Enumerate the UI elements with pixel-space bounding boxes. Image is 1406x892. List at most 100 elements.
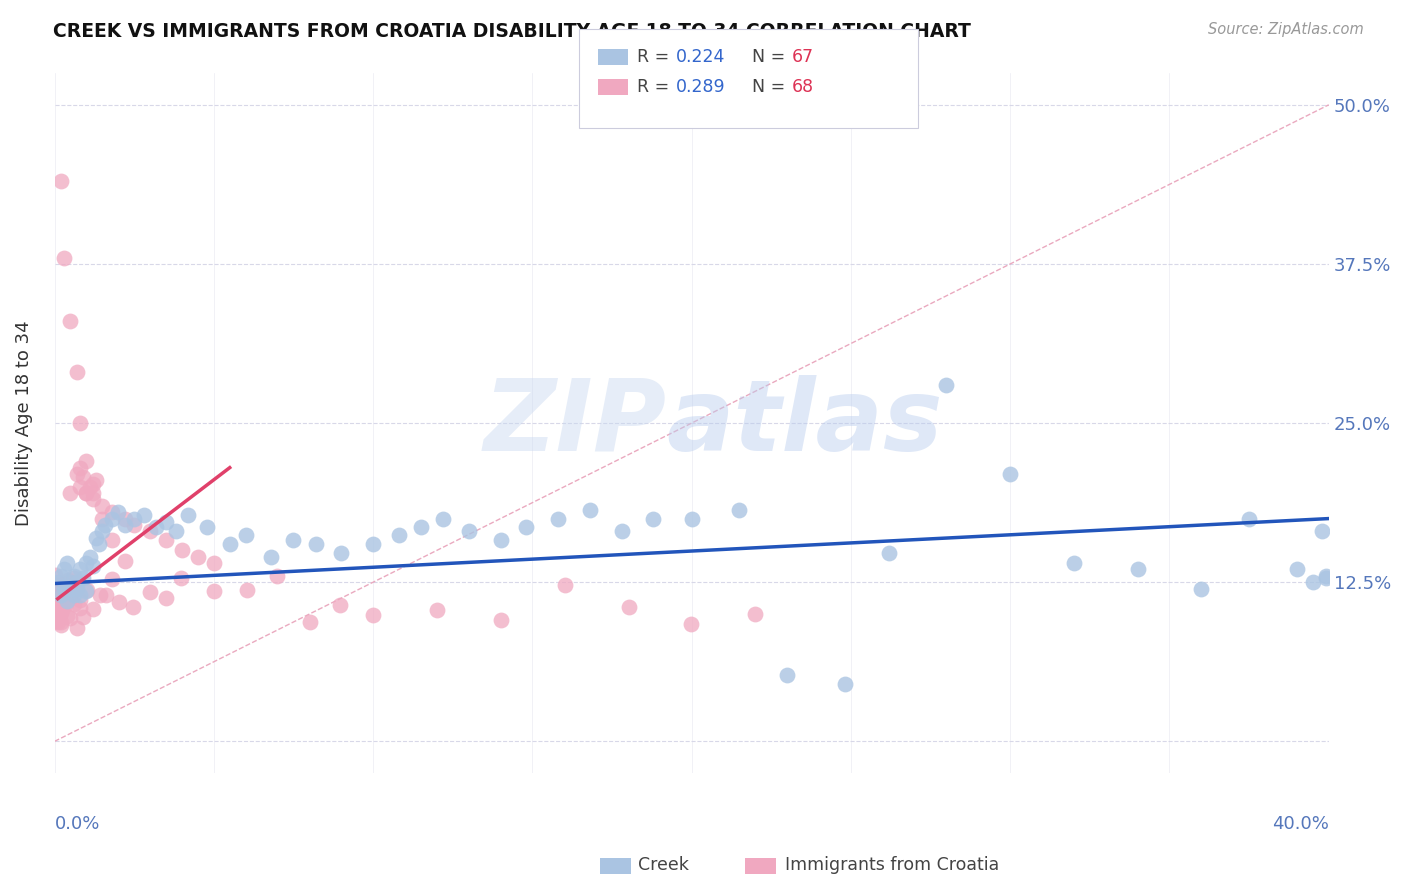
Point	[578, 502, 600, 516]
Point	[65, 582, 87, 596]
Point	[728, 502, 751, 516]
Point	[82, 492, 104, 507]
Point	[48, 590, 70, 604]
Point	[617, 600, 640, 615]
Point	[52, 593, 75, 607]
Point	[834, 677, 856, 691]
Point	[48, 601, 70, 615]
Point	[155, 516, 177, 530]
Point	[107, 505, 129, 519]
Point	[51, 598, 73, 612]
Point	[114, 553, 136, 567]
Point	[46, 599, 69, 614]
Point	[63, 597, 86, 611]
Point	[165, 524, 187, 539]
Point	[53, 251, 76, 265]
Point	[48, 585, 70, 599]
Point	[46, 578, 69, 592]
Point	[46, 581, 69, 595]
Point	[329, 598, 352, 612]
Point	[82, 602, 104, 616]
Point	[114, 511, 136, 525]
Text: N =: N =	[752, 48, 792, 66]
Point	[52, 577, 75, 591]
Point	[330, 546, 353, 560]
Text: Creek: Creek	[638, 856, 689, 874]
Point	[75, 454, 97, 468]
Point	[139, 524, 162, 539]
Point	[155, 533, 177, 548]
Point	[51, 603, 73, 617]
Point	[48, 600, 70, 615]
Point	[46, 581, 69, 595]
Point	[84, 474, 107, 488]
Point	[66, 621, 89, 635]
Point	[55, 597, 77, 611]
Point	[69, 460, 91, 475]
Point	[101, 573, 124, 587]
Point	[63, 571, 86, 585]
Point	[46, 584, 69, 599]
Point	[79, 549, 101, 564]
Point	[53, 562, 76, 576]
Point	[139, 585, 162, 599]
Point	[515, 520, 537, 534]
Point	[91, 511, 114, 525]
Point	[236, 582, 259, 597]
Text: 67: 67	[792, 48, 814, 66]
Point	[45, 595, 67, 609]
Point	[170, 571, 193, 585]
Point	[101, 533, 124, 548]
Point	[132, 508, 155, 522]
Point	[59, 582, 82, 596]
Point	[45, 591, 67, 606]
Text: Immigrants from Croatia: Immigrants from Croatia	[785, 856, 998, 874]
Point	[122, 517, 145, 532]
Text: 0.224: 0.224	[676, 48, 725, 66]
Point	[59, 486, 82, 500]
Point	[681, 511, 703, 525]
Point	[48, 589, 70, 603]
Text: CREEK VS IMMIGRANTS FROM CROATIA DISABILITY AGE 18 TO 34 CORRELATION CHART: CREEK VS IMMIGRANTS FROM CROATIA DISABIL…	[53, 22, 972, 41]
Point	[66, 467, 89, 481]
Point	[56, 594, 79, 608]
Point	[202, 556, 225, 570]
Point	[76, 582, 98, 597]
Point	[1126, 562, 1149, 576]
Point	[66, 575, 89, 590]
Point	[69, 588, 91, 602]
Point	[45, 614, 67, 628]
Point	[72, 571, 94, 585]
Point	[101, 511, 124, 525]
Point	[554, 578, 576, 592]
Point	[432, 511, 454, 525]
Point	[48, 591, 70, 606]
Point	[145, 520, 167, 534]
Point	[49, 174, 72, 188]
Point	[426, 603, 449, 617]
Point	[266, 569, 288, 583]
Point	[1315, 569, 1337, 583]
Point	[62, 588, 84, 602]
Point	[260, 549, 283, 564]
Point	[45, 601, 67, 615]
Point	[409, 520, 432, 534]
Point	[66, 582, 89, 596]
Point	[53, 582, 76, 596]
Point	[59, 591, 82, 606]
Point	[46, 601, 69, 615]
Point	[45, 581, 67, 595]
Point	[56, 608, 79, 623]
Point	[69, 416, 91, 430]
Point	[1237, 511, 1260, 525]
Point	[45, 591, 67, 605]
Point	[305, 537, 328, 551]
Point	[59, 575, 82, 590]
Point	[177, 508, 200, 522]
Point	[283, 533, 305, 548]
Point	[58, 573, 80, 587]
Point	[49, 617, 72, 632]
Point	[1315, 571, 1337, 585]
Point	[49, 569, 72, 583]
Point	[79, 480, 101, 494]
